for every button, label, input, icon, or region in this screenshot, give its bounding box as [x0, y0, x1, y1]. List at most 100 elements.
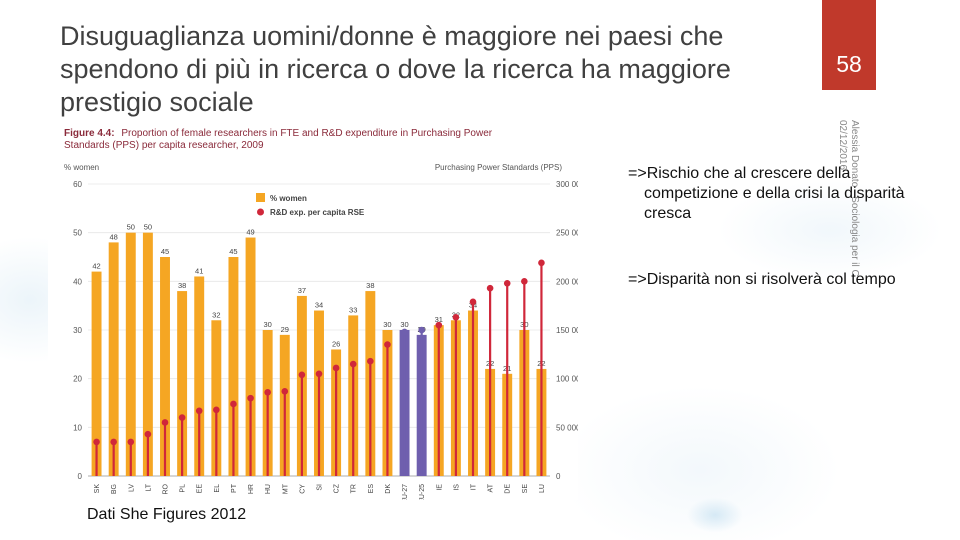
chart-title-line2: Standards (PPS) per capita researcher, 2…: [64, 140, 264, 151]
rd-point-PT: [230, 400, 237, 408]
rd-point-IE: [435, 321, 443, 329]
vertical-footer: Alessia Donato - Sociologia per il C 02/…: [836, 120, 866, 295]
x-tick-EE: EE: [197, 484, 204, 494]
x-tick-TR: TR: [351, 484, 358, 493]
bar-women-HR: [245, 237, 256, 476]
rd-point-IT: [469, 298, 477, 306]
chart-title-part1: Proportion of female researchers in FTE …: [121, 128, 492, 139]
bar-label-PL: 38: [178, 281, 186, 290]
rd-point-RO: [161, 419, 169, 426]
x-tick-SE: SE: [522, 484, 529, 494]
y-tick-right: 250 000: [556, 229, 578, 238]
bar-label-MT: 29: [281, 325, 289, 334]
x-tick-IE: IE: [436, 484, 443, 491]
bar-label-EU-27: 30: [400, 320, 408, 329]
rd-point-LU: [538, 259, 545, 267]
rd-point-CY: [298, 371, 306, 379]
bar-label-HU: 30: [263, 320, 271, 329]
rd-point-EL: [213, 406, 220, 414]
bar-label-ES: 38: [366, 281, 374, 290]
bar-label-TR: 33: [349, 305, 357, 314]
rd-point-HU: [264, 388, 271, 396]
bar-label-HR: 49: [246, 228, 254, 237]
bar-label-CZ: 26: [332, 339, 340, 348]
bullet-1: =>Rischio che al crescere della competiz…: [628, 164, 948, 224]
bar-women-LV: [125, 232, 136, 476]
bar-label-LV: 50: [127, 223, 135, 232]
rd-point-TR: [349, 360, 357, 368]
bar-women-SK: [91, 271, 102, 476]
bar-women-EE: [194, 276, 205, 476]
rd-point-MT: [281, 388, 289, 395]
y-tick-left: 30: [73, 326, 82, 335]
y-tick-right: 200 000: [556, 277, 578, 286]
x-tick-PT: PT: [231, 483, 238, 493]
x-tick-CY: CY: [299, 484, 306, 494]
bar-women-PL: [177, 291, 188, 476]
rd-point-EU-27: [401, 328, 408, 336]
bar-label-RO: 45: [161, 247, 169, 256]
chart-figure: Figure 4.4: Proportion of female researc…: [48, 124, 585, 504]
x-tick-MT: MT: [282, 483, 289, 494]
x-tick-EU-25: EU-25: [419, 484, 426, 500]
x-tick-EL: EL: [214, 484, 221, 493]
footer-date: 02/12/2016: [837, 120, 848, 171]
y-axis-right-title: Purchasing Power Standards (PPS): [435, 163, 563, 172]
x-tick-PL: PL: [180, 484, 187, 493]
legend-label-1: R&D exp. per capita RSE: [270, 208, 365, 217]
rd-point-IS: [452, 314, 460, 321]
bar-label-LT: 50: [144, 223, 152, 232]
x-tick-BG: BG: [111, 484, 118, 494]
bar-label-BG: 48: [109, 232, 117, 241]
source-note: Dati She Figures 2012: [87, 506, 247, 523]
y-tick-left: 0: [78, 472, 83, 481]
x-tick-AT: AT: [488, 483, 495, 492]
rd-point-SE: [521, 278, 528, 285]
x-tick-HR: HR: [248, 484, 255, 494]
x-tick-HU: HU: [265, 484, 272, 494]
legend-swatch-women: [256, 193, 265, 202]
y-tick-right: 300 000: [556, 180, 578, 189]
bar-label-SK: 42: [92, 262, 100, 271]
y-tick-left: 40: [73, 277, 82, 286]
bullet-1-line1: Rischio che al crescere della: [646, 165, 851, 182]
rd-point-EE: [195, 407, 203, 415]
slide-number-box: 58: [822, 0, 876, 90]
chart-svg: Figure 4.4: Proportion of female researc…: [64, 128, 585, 504]
rd-point-BG: [110, 438, 117, 446]
bar-label-EE: 41: [195, 266, 203, 275]
y-tick-left: 10: [73, 423, 82, 432]
x-tick-DE: DE: [505, 484, 512, 494]
footer-author: Alessia Donato - Sociologia per il C: [849, 120, 860, 277]
y-tick-right: 150 000: [556, 326, 578, 335]
rd-point-EU-25: [418, 326, 425, 334]
bullet-2-prefix: =>: [628, 271, 647, 288]
bar-women-LT: [142, 232, 153, 476]
bullet-1-line2: competizione e della crisi la disparità: [644, 185, 905, 202]
x-tick-SI: SI: [317, 484, 324, 491]
x-tick-SK: SK: [94, 484, 101, 494]
bar-label-PT: 45: [229, 247, 237, 256]
chart-title-line1: Figure 4.4: Proportion of female researc…: [64, 128, 493, 139]
rd-point-ES: [367, 357, 374, 365]
x-tick-IT: IT: [471, 483, 478, 490]
y-tick-left: 50: [73, 229, 82, 238]
chart-title-bold: Figure 4.4:: [64, 128, 115, 139]
x-tick-ES: ES: [368, 484, 375, 494]
rd-point-SK: [93, 438, 100, 446]
rd-point-SI: [315, 370, 323, 378]
rd-point-CZ: [332, 364, 340, 372]
x-tick-EU-27: EU-27: [402, 484, 409, 500]
x-tick-RO: RO: [163, 483, 170, 494]
rd-point-PL: [178, 414, 186, 421]
bar-label-EL: 32: [212, 310, 220, 319]
rd-point-AT: [486, 284, 494, 292]
y-tick-right: 0: [556, 472, 561, 481]
y-tick-left: 20: [73, 375, 82, 384]
slide-title: Disuguaglianza uomini/donne è maggiore n…: [60, 21, 731, 117]
rd-point-LV: [127, 438, 135, 446]
bullet-1-prefix: =>: [628, 165, 647, 182]
bullet-2-line1: Disparità non si risolverà col tempo: [646, 271, 896, 288]
x-tick-CZ: CZ: [334, 483, 341, 493]
legend-label-0: % women: [270, 194, 307, 203]
